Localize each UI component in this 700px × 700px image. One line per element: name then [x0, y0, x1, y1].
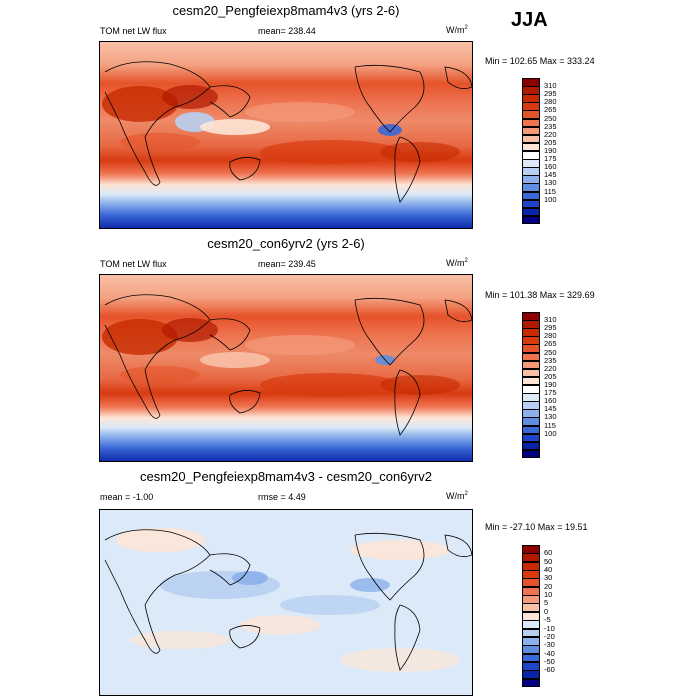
colorbar-3: 60 50 40 30 20 10 5 0 -5 -10 -20 -30 -40 -50 -60: [522, 545, 572, 690]
colorbar-tick-label: -30: [544, 640, 555, 650]
panel-1-minmax: Min = 102.65 Max = 333.24: [485, 56, 595, 66]
panel-2-center-label: mean= 239.45: [258, 259, 316, 269]
colorbar-tick-label: 0: [544, 606, 549, 616]
panel-2-left-label: TOM net LW flux: [100, 259, 167, 269]
colorbar-swatch: [522, 449, 540, 459]
colorbar-swatch: [522, 586, 540, 596]
colorbar-tick-label: 310: [544, 315, 557, 325]
colorbar-tick-label: 205: [544, 137, 557, 147]
colorbar-swatch: [522, 570, 540, 579]
colorbar-tick-label: 20: [544, 581, 553, 591]
panel-3-left-label: mean = -1.00: [100, 492, 154, 502]
panel-3-map: [99, 509, 473, 696]
colorbar-swatch: [522, 553, 540, 563]
colorbar-tick-label: 10: [544, 590, 553, 600]
colorbar-swatch: [522, 636, 540, 646]
colorbar-tick-label: 30: [544, 573, 553, 583]
colorbar-tick-label: -60: [544, 665, 555, 675]
colorbar-swatch: [522, 595, 540, 604]
colorbar-tick-label: 175: [544, 388, 557, 398]
panel-1-units: W/m2: [446, 25, 468, 35]
colorbar-tick-label: 220: [544, 363, 557, 373]
colorbar-tick-label: 100: [544, 194, 557, 204]
colorbar-tick-label: -5: [544, 615, 551, 625]
colorbar-tick-label: -10: [544, 623, 555, 633]
panel-2-minmax: Min = 101.38 Max = 329.69: [485, 290, 595, 300]
colorbar-tick-label: 295: [544, 89, 557, 99]
panel-1-center-label: mean= 238.44: [258, 26, 316, 36]
panel-3-title: cesm20_Pengfeiexp8mam4v3 - cesm20_con6yr…: [140, 469, 432, 484]
panel-2-title: cesm20_con6yrv2 (yrs 2-6): [207, 236, 365, 251]
colorbar-tick-label: -20: [544, 631, 555, 641]
panel-2-map: [99, 274, 473, 462]
panel-1-field-svg: [100, 42, 472, 228]
colorbar-tick-label: 250: [544, 347, 557, 357]
colorbar-tick-label: 265: [544, 339, 557, 349]
colorbar-tick-label: 190: [544, 146, 557, 155]
colorbar-tick-label: 175: [544, 154, 557, 164]
colorbar-tick-label: 50: [544, 556, 553, 566]
panel-3-field-svg: [100, 510, 472, 695]
panel-1-title: cesm20_Pengfeiexp8mam4v3 (yrs 2-6): [172, 3, 400, 18]
colorbar-tick-label: 40: [544, 565, 553, 575]
colorbar-tick-label: 160: [544, 162, 557, 172]
panel-1-left-label: TOM net LW flux: [100, 26, 167, 36]
panel-2-units: W/m2: [446, 258, 468, 268]
colorbar-tick-label: 250: [544, 113, 557, 123]
colorbar-tick-label: 100: [544, 428, 557, 438]
colorbar-tick-label: 115: [544, 420, 556, 430]
colorbar-1: 310 295 280 265 250 235 220 205 190 175 160 145 130 1…: [522, 78, 572, 228]
panel-2-field-svg: [100, 275, 472, 461]
panel-3-center-label: rmse = 4.49: [258, 492, 306, 502]
colorbar-swatch: [522, 670, 540, 680]
colorbar-swatch: [522, 215, 540, 225]
colorbar-tick-label: 280: [544, 97, 557, 107]
colorbar-tick-label: 280: [544, 331, 557, 341]
panel-3-units: W/m2: [446, 491, 468, 501]
colorbar-tick-label: 160: [544, 396, 557, 406]
colorbar-tick-label: 235: [544, 355, 557, 365]
panel-1-map: [99, 41, 473, 229]
panel-3-minmax: Min = -27.10 Max = 19.51: [485, 522, 588, 532]
colorbar-tick-label: 130: [544, 178, 557, 188]
colorbar-tick-label: 265: [544, 105, 557, 115]
season-label: JJA: [511, 9, 548, 31]
colorbar-tick-label: 295: [544, 323, 557, 333]
colorbar-tick-label: 235: [544, 121, 557, 131]
colorbar-2: 310 295 280 265 250 235 220 205 190 175 160 145 130 1…: [522, 312, 572, 462]
colorbar-swatch: [522, 653, 540, 663]
colorbar-tick-label: -50: [544, 656, 555, 666]
colorbar-tick-label: -40: [544, 648, 555, 658]
colorbar-tick-label: 190: [544, 380, 557, 389]
colorbar-tick-label: 145: [544, 170, 557, 180]
colorbar-tick-label: 205: [544, 371, 557, 381]
colorbar-tick-label: 5: [544, 598, 549, 608]
colorbar-tick-label: 220: [544, 129, 557, 139]
colorbar-tick-label: 130: [544, 412, 557, 422]
colorbar-tick-label: 310: [544, 81, 557, 91]
colorbar-tick-label: 145: [544, 404, 557, 414]
colorbar-swatch: [522, 678, 540, 688]
colorbar-tick-label: 115: [544, 186, 556, 196]
colorbar-swatch: [522, 628, 540, 638]
colorbar-tick-label: 60: [544, 548, 553, 558]
colorbar-swatch: [522, 611, 540, 621]
